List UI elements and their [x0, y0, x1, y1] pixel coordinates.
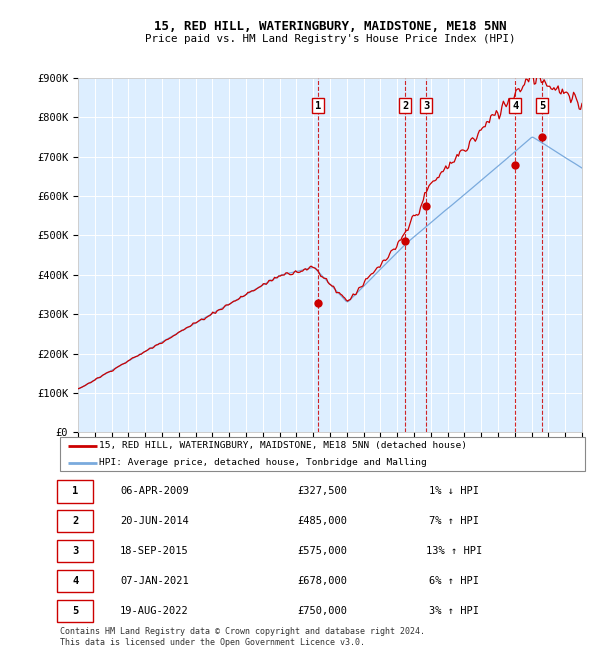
- Text: 7% ↑ HPI: 7% ↑ HPI: [429, 516, 479, 526]
- Text: Price paid vs. HM Land Registry's House Price Index (HPI): Price paid vs. HM Land Registry's House …: [145, 34, 515, 44]
- Text: 3: 3: [423, 101, 429, 111]
- Text: 1: 1: [72, 486, 79, 496]
- FancyBboxPatch shape: [58, 480, 93, 502]
- Text: 3% ↑ HPI: 3% ↑ HPI: [429, 606, 479, 616]
- Text: 1: 1: [314, 101, 321, 111]
- Text: 5: 5: [72, 606, 79, 616]
- Text: £327,500: £327,500: [298, 486, 347, 496]
- Text: Contains HM Land Registry data © Crown copyright and database right 2024.
This d: Contains HM Land Registry data © Crown c…: [60, 627, 425, 647]
- FancyBboxPatch shape: [60, 437, 585, 471]
- FancyBboxPatch shape: [58, 540, 93, 562]
- Text: 5: 5: [539, 101, 545, 111]
- Text: 13% ↑ HPI: 13% ↑ HPI: [425, 546, 482, 556]
- Text: £485,000: £485,000: [298, 516, 347, 526]
- Text: 6% ↑ HPI: 6% ↑ HPI: [429, 576, 479, 586]
- Text: 06-APR-2009: 06-APR-2009: [120, 486, 189, 496]
- Text: 15, RED HILL, WATERINGBURY, MAIDSTONE, ME18 5NN (detached house): 15, RED HILL, WATERINGBURY, MAIDSTONE, M…: [100, 441, 467, 450]
- Text: £750,000: £750,000: [298, 606, 347, 616]
- Text: 4: 4: [72, 576, 79, 586]
- Text: 4: 4: [512, 101, 518, 111]
- Text: 19-AUG-2022: 19-AUG-2022: [120, 606, 189, 616]
- FancyBboxPatch shape: [58, 569, 93, 592]
- Text: 07-JAN-2021: 07-JAN-2021: [120, 576, 189, 586]
- Text: £575,000: £575,000: [298, 546, 347, 556]
- Text: £678,000: £678,000: [298, 576, 347, 586]
- Text: 1% ↓ HPI: 1% ↓ HPI: [429, 486, 479, 496]
- Text: 2: 2: [72, 516, 79, 526]
- Text: HPI: Average price, detached house, Tonbridge and Malling: HPI: Average price, detached house, Tonb…: [100, 458, 427, 467]
- Text: 15, RED HILL, WATERINGBURY, MAIDSTONE, ME18 5NN: 15, RED HILL, WATERINGBURY, MAIDSTONE, M…: [154, 20, 506, 32]
- Text: 20-JUN-2014: 20-JUN-2014: [120, 516, 189, 526]
- FancyBboxPatch shape: [58, 510, 93, 532]
- Text: 3: 3: [72, 546, 79, 556]
- FancyBboxPatch shape: [58, 599, 93, 622]
- Text: 18-SEP-2015: 18-SEP-2015: [120, 546, 189, 556]
- Text: 2: 2: [402, 101, 408, 111]
